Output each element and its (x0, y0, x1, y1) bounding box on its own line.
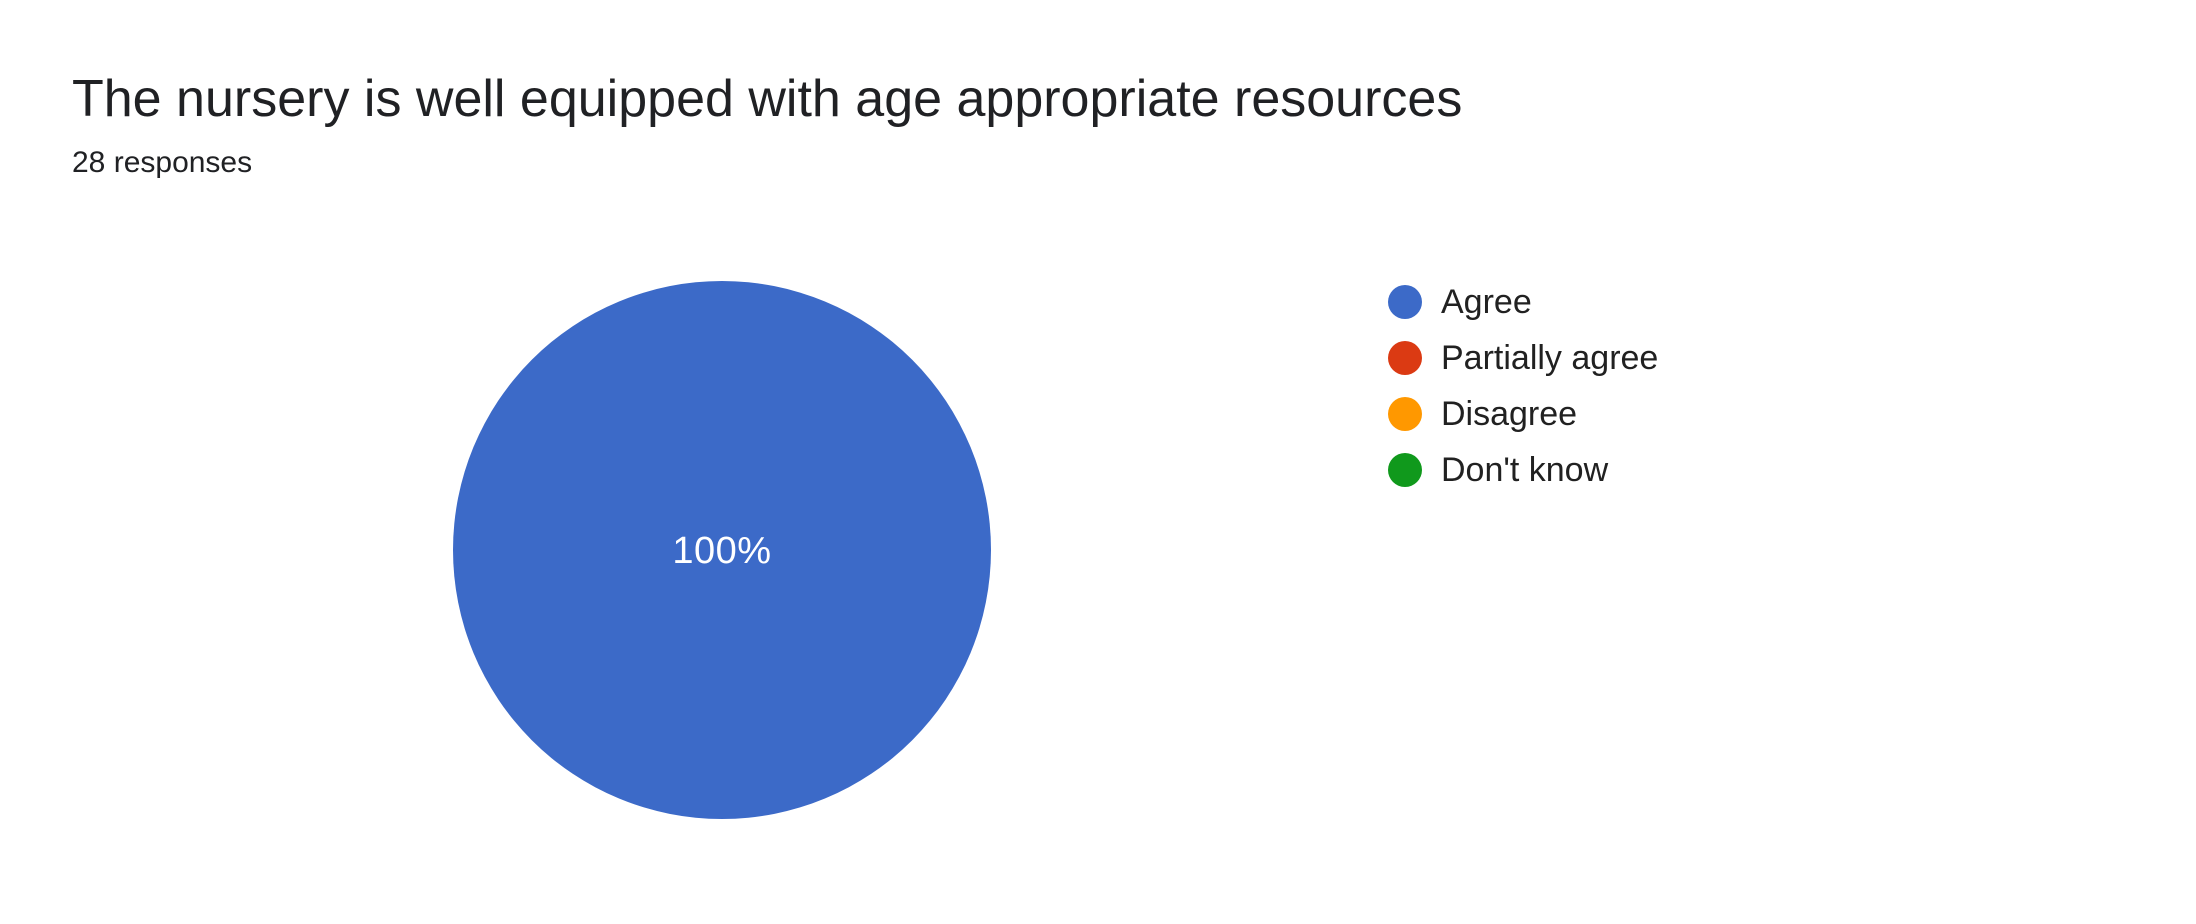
legend-swatch-dont-know (1388, 453, 1422, 487)
legend-item-disagree: Disagree (1388, 386, 1658, 442)
legend-label-partially-agree: Partially agree (1441, 338, 1659, 377)
legend-label-agree: Agree (1441, 282, 1532, 321)
chart-legend: Agree Partially agree Disagree Don't kno… (1388, 274, 1658, 498)
response-count: 28 responses (72, 146, 253, 179)
legend-swatch-partially-agree (1388, 341, 1422, 375)
legend-swatch-agree (1388, 285, 1422, 319)
legend-label-dont-know: Don't know (1441, 450, 1609, 489)
legend-item-dont-know: Don't know (1388, 442, 1658, 498)
pie-slice-percent-label: 100% (672, 530, 772, 572)
legend-item-agree: Agree (1388, 274, 1658, 330)
question-title: The nursery is well equipped with age ap… (72, 70, 1463, 128)
pie-slice-agree[interactable]: 100% (453, 281, 991, 819)
legend-label-disagree: Disagree (1441, 394, 1578, 433)
legend-item-partially-agree: Partially agree (1388, 330, 1658, 386)
legend-swatch-disagree (1388, 397, 1422, 431)
